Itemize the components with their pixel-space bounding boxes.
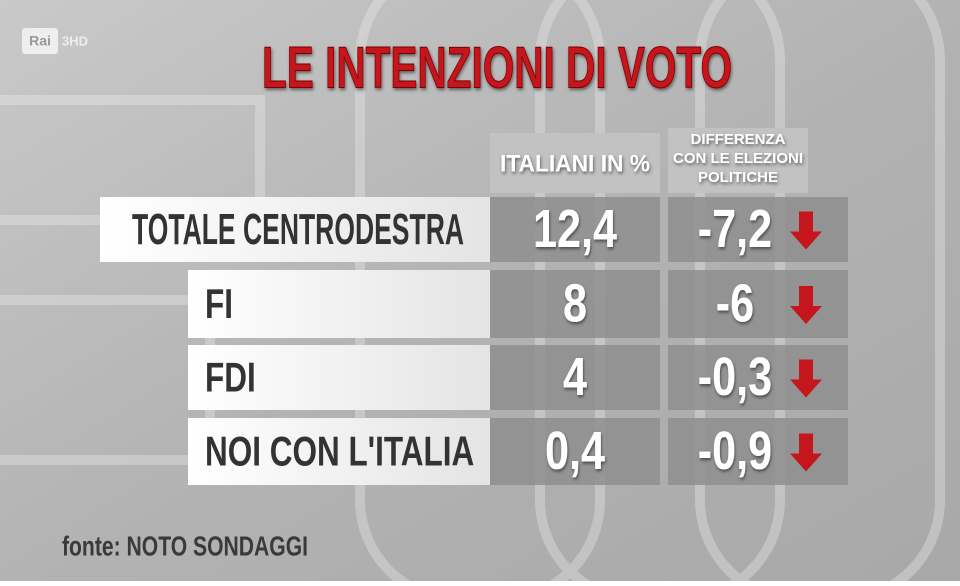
label-box <box>188 345 490 410</box>
logo-box <box>22 28 58 54</box>
label-box <box>100 197 490 262</box>
source: fonte: NOTO SONDAGGI <box>62 530 308 561</box>
logo-channel: 3HD <box>62 33 88 48</box>
diff-box <box>668 345 848 410</box>
label-box <box>188 418 490 485</box>
row-label: NOI CON L'ITALIA <box>205 427 474 475</box>
header-line: POLITICHE <box>698 169 778 186</box>
header-line: CON LE ELEZIONI <box>673 150 803 167</box>
value-box <box>490 418 660 485</box>
value-box <box>490 197 660 262</box>
title: LE INTENZIONI DI VOTO <box>262 35 732 100</box>
header: ITALIANI IN % <box>500 150 650 177</box>
logo-brand: Rai <box>29 33 51 49</box>
down-arrow <box>790 359 822 398</box>
header-box <box>668 128 808 193</box>
difference: -7,2 <box>698 199 772 259</box>
down-arrow <box>790 286 822 324</box>
value-box <box>490 345 660 410</box>
difference: -0,9 <box>698 421 772 481</box>
difference: -6 <box>716 274 754 334</box>
value: 0,4 <box>545 421 605 481</box>
value: 12,4 <box>533 199 617 259</box>
difference: -0,3 <box>698 347 772 407</box>
value: 8 <box>563 274 587 334</box>
row-label: FI <box>205 280 233 328</box>
header-line: DIFFERENZA <box>691 131 786 148</box>
down-arrow <box>790 433 822 472</box>
value-box <box>490 270 660 338</box>
value: 4 <box>563 347 587 407</box>
label-box <box>188 270 490 338</box>
diff-box <box>668 418 848 485</box>
header-box <box>490 133 660 193</box>
diff-box <box>668 270 848 338</box>
table: ITALIANI IN % DIFFERENZA CON LE ELEZIONI PO… <box>100 128 848 485</box>
down-arrow <box>790 211 822 250</box>
row-label: FDI <box>205 353 256 401</box>
row-label: TOTALE CENTRODESTRA <box>132 205 464 254</box>
diff-box <box>668 197 848 262</box>
